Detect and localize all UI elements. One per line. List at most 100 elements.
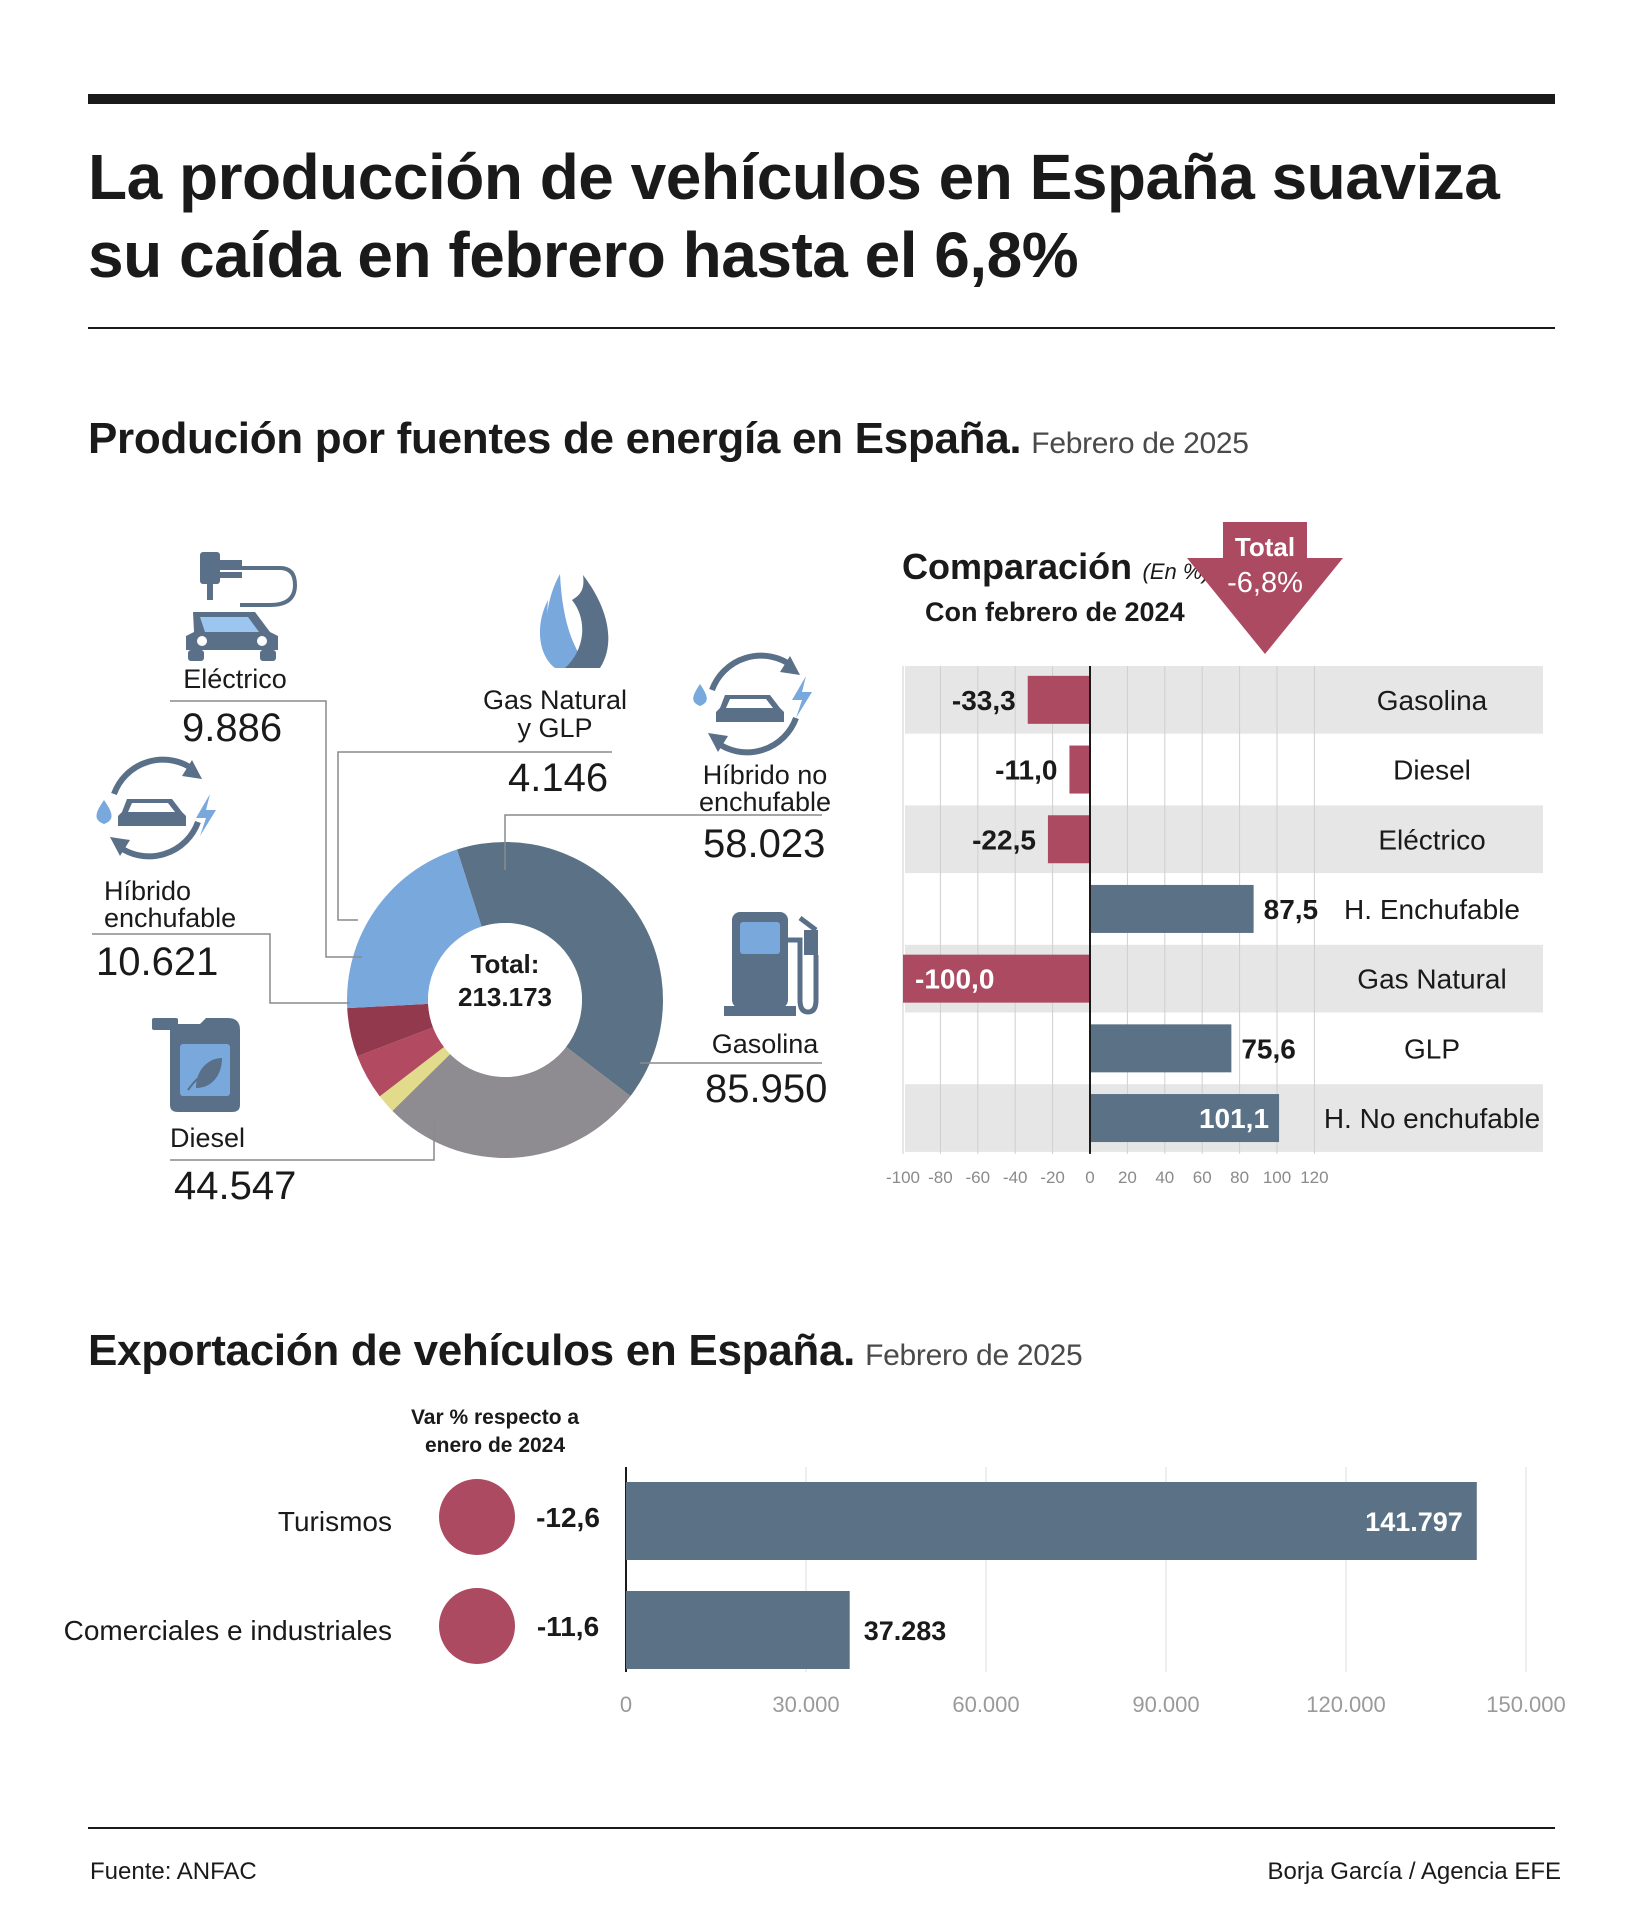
- donut-center-value: 213.173: [458, 982, 552, 1012]
- comparison-bar: [1090, 1024, 1232, 1073]
- comparison-category-label: Gasolina: [1377, 685, 1488, 716]
- leader-hibrido-no: [504, 814, 822, 870]
- donut-slice-hibrido_enchufable: [347, 1003, 434, 1057]
- leader-lines: [92, 700, 822, 1161]
- comparison-band: [905, 666, 1543, 734]
- comparison-tick-label: -20: [1040, 1168, 1065, 1187]
- donut-chart: [92, 552, 822, 1161]
- label-hibrido-no-line2: enchufable: [698, 787, 832, 817]
- export-bar: [626, 1591, 850, 1669]
- export-tick-label: 30.000: [772, 1692, 839, 1717]
- value-gasolina: 85.950: [705, 1067, 828, 1111]
- section2-title-row: Exportación de vehículos en España. Febre…: [88, 1326, 1083, 1376]
- value-diesel: 44.547: [174, 1164, 297, 1208]
- donut-slice-electrico: [357, 1027, 444, 1097]
- section1-title-row: Produción por fuentes de energía en Espa…: [88, 414, 1249, 464]
- flame-icon: [539, 574, 609, 668]
- section2-subtitle: Febrero de 2025: [865, 1339, 1083, 1372]
- comparison-category-label: H. Enchufable: [1344, 894, 1520, 925]
- export-tick-label: 0: [620, 1692, 632, 1717]
- label-hibrido-no-line1: Híbrido no: [702, 760, 828, 790]
- comparison-value-label: -22,5: [972, 824, 1036, 855]
- comparison-tick-label: 0: [1085, 1168, 1094, 1187]
- comparison-tick-label: -100: [886, 1168, 920, 1187]
- comparison-tick-label: 60: [1193, 1168, 1212, 1187]
- export-tick-label: 90.000: [1132, 1692, 1199, 1717]
- comparison-value-label: 75,6: [1241, 1033, 1296, 1064]
- leader-gas: [337, 751, 612, 921]
- donut-slice-hibrido_no: [392, 1046, 631, 1158]
- top-rule: [88, 94, 1555, 104]
- var-value-label: -11,6: [537, 1611, 599, 1642]
- comparison-title: Comparación: [902, 546, 1133, 587]
- value-hibrido-no: 58.023: [703, 822, 826, 866]
- fuel-pump-icon: [724, 912, 819, 1016]
- comparison-tick-label: 20: [1118, 1168, 1137, 1187]
- leader-hibrido-enchufable: [92, 933, 350, 1004]
- comparison-tick-label: -60: [966, 1168, 991, 1187]
- value-gas: 4.146: [508, 756, 609, 800]
- export-category-label: Turismos: [278, 1506, 392, 1537]
- var-dot: [439, 1588, 515, 1664]
- export-chart: 141.797 Turismos -12,6 37.283 Comerciales e …: [64, 1467, 1566, 1717]
- var-header-line2: enero de 2024: [424, 1434, 566, 1457]
- donut-slice-gas: [379, 1046, 451, 1111]
- var-dot: [439, 1479, 515, 1555]
- comparison-value-label: -33,3: [952, 685, 1016, 716]
- comparison-bar: [1090, 884, 1254, 933]
- comparison-bar: [1047, 815, 1090, 864]
- comparison-bars: [903, 675, 1280, 1143]
- donut-slice-diesel: [347, 849, 482, 1009]
- label-hibrido-enchufable-line1: Híbrido: [104, 876, 192, 906]
- comparison-tick-label: 80: [1230, 1168, 1249, 1187]
- donut-hole: [428, 923, 582, 1077]
- comparison-category-label: Eléctrico: [1378, 824, 1485, 855]
- var-value-label: -12,6: [536, 1502, 600, 1533]
- export-tick-label: 120.000: [1306, 1692, 1386, 1717]
- export-labels: 141.797 Turismos -12,6 37.283 Comerciales e …: [64, 1502, 1566, 1717]
- export-value-label: 37.283: [864, 1616, 947, 1646]
- donut-center-label: Total:: [470, 949, 540, 979]
- export-tick-label: 60.000: [952, 1692, 1019, 1717]
- headline-rule: [88, 327, 1555, 329]
- leader-electrico: [170, 700, 362, 958]
- comparison-value-label: 101,1: [1199, 1103, 1269, 1134]
- comparison-tick-label: -80: [928, 1168, 953, 1187]
- footer-source: Fuente: ANFAC: [90, 1858, 257, 1885]
- electric-car-icon: [186, 552, 298, 661]
- comparison-category-label: Gas Natural: [1357, 964, 1506, 995]
- comparison-labels: -33,3 Gasolina -11,0 Diesel -22,5 Eléctrico 87…: [886, 685, 1540, 1187]
- leader-diesel: [170, 1120, 435, 1161]
- label-gasolina: Gasolina: [711, 1029, 819, 1059]
- donut-slices: [347, 842, 663, 1158]
- footer-rule: [88, 1827, 1555, 1829]
- comparison-tick-label: 40: [1155, 1168, 1174, 1187]
- comparison-band: [905, 805, 1543, 874]
- comparison-chart: -33,3 Gasolina -11,0 Diesel -22,5 Eléctrico 87…: [886, 666, 1543, 1187]
- value-hibrido-enchufable: 10.621: [96, 940, 219, 984]
- comparison-bar: [1090, 1094, 1280, 1143]
- comparison-tick-label: 120: [1300, 1168, 1328, 1187]
- plugin-hybrid-icon: [96, 756, 216, 860]
- total-arrow-icon: [1187, 522, 1343, 654]
- comparison-category-label: Diesel: [1393, 755, 1471, 786]
- var-header-line1: Var % respecto a: [410, 1406, 580, 1429]
- comparison-subtitle: Con febrero de 2024: [925, 597, 1185, 627]
- label-electrico: Eléctrico: [183, 664, 287, 694]
- comparison-value-label: 87,5: [1264, 894, 1319, 925]
- comparison-value-label: -100,0: [915, 964, 994, 995]
- jerrycan-icon: [152, 1018, 240, 1112]
- comparison-tick-label: -40: [1003, 1168, 1028, 1187]
- comparison-gridlines: [902, 666, 1315, 1154]
- label-diesel: Diesel: [170, 1123, 246, 1153]
- section1-title: Produción por fuentes de energía en Espa…: [88, 414, 1022, 463]
- export-value-label: 141.797: [1365, 1507, 1463, 1537]
- comparison-bar: [1027, 675, 1090, 724]
- value-electrico: 9.886: [182, 706, 283, 750]
- hybrid-icon: [693, 652, 812, 756]
- total-value: -6,8%: [1227, 567, 1303, 599]
- section1-subtitle: Febrero de 2025: [1031, 427, 1249, 460]
- headline: La producción de vehículos en España sua…: [88, 141, 1500, 291]
- label-gas-line1: Gas Natural: [482, 685, 628, 715]
- comparison-bar: [1069, 745, 1090, 794]
